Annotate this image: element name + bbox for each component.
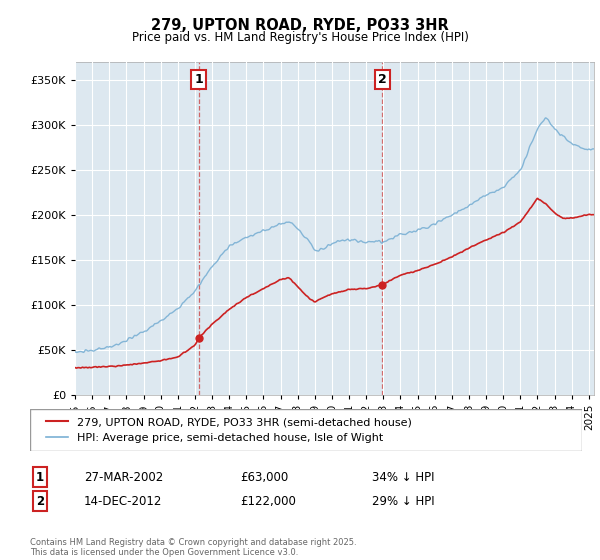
Text: £122,000: £122,000 [240, 494, 296, 508]
Text: 14-DEC-2012: 14-DEC-2012 [84, 494, 163, 508]
Text: 29% ↓ HPI: 29% ↓ HPI [372, 494, 434, 508]
Text: 1: 1 [36, 470, 44, 484]
Text: Contains HM Land Registry data © Crown copyright and database right 2025.
This d: Contains HM Land Registry data © Crown c… [30, 538, 356, 557]
Text: 2: 2 [36, 494, 44, 508]
Text: 1: 1 [194, 73, 203, 86]
Text: 27-MAR-2002: 27-MAR-2002 [84, 470, 163, 484]
Text: 279, UPTON ROAD, RYDE, PO33 3HR: 279, UPTON ROAD, RYDE, PO33 3HR [151, 18, 449, 33]
Text: 2: 2 [378, 73, 387, 86]
Text: Price paid vs. HM Land Registry's House Price Index (HPI): Price paid vs. HM Land Registry's House … [131, 31, 469, 44]
Text: £63,000: £63,000 [240, 470, 288, 484]
Legend: 279, UPTON ROAD, RYDE, PO33 3HR (semi-detached house), HPI: Average price, semi-: 279, UPTON ROAD, RYDE, PO33 3HR (semi-de… [41, 413, 416, 447]
Text: 34% ↓ HPI: 34% ↓ HPI [372, 470, 434, 484]
